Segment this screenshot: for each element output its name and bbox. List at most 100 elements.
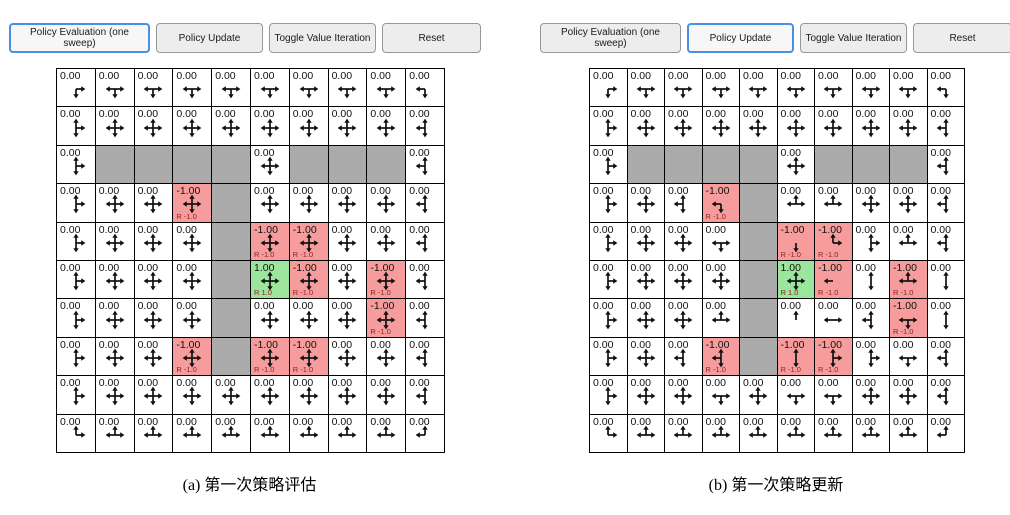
panel-a-cell-r0c5[interactable]: 0.00 <box>250 69 289 107</box>
panel-b-cell-r0c6[interactable]: 0.00 <box>815 69 852 107</box>
panel-a-cell-r5c0[interactable]: 0.00 <box>57 261 95 299</box>
panel-b-cell-r7c8[interactable]: 0.00 <box>890 337 927 376</box>
panel-a-cell-r8c5[interactable]: 0.00 <box>250 376 289 414</box>
panel-a-cell-r2c9[interactable]: 0.00 <box>406 145 444 184</box>
panel-b-cell-r9c2[interactable]: 0.00 <box>665 414 702 452</box>
panel-b-cell-r6c4-wall[interactable] <box>740 299 777 337</box>
panel-b-cell-r3c2[interactable]: 0.00 <box>665 184 702 222</box>
panel-b-cell-r6c0[interactable]: 0.00 <box>590 299 627 337</box>
panel-b-cell-r9c9[interactable]: 0.00 <box>927 414 964 452</box>
panel-b-cell-r8c8[interactable]: 0.00 <box>890 376 927 414</box>
panel-a-cell-r7c0[interactable]: 0.00 <box>57 337 95 376</box>
panel-a-cell-r6c4-wall[interactable] <box>212 299 250 337</box>
panel-b-cell-r3c8[interactable]: 0.00 <box>890 184 927 222</box>
panel-b-cell-r6c8[interactable]: -1.00 R -1.0 <box>890 299 927 337</box>
panel-b-cell-r0c8[interactable]: 0.00 <box>890 69 927 107</box>
panel-a-cell-r9c0[interactable]: 0.00 <box>57 414 95 452</box>
panel-b-cell-r7c0[interactable]: 0.00 <box>590 337 627 376</box>
panel-b-cell-r9c8[interactable]: 0.00 <box>890 414 927 452</box>
panel-a-cell-r7c1[interactable]: 0.00 <box>95 337 134 376</box>
panel-b-cell-r2c9[interactable]: 0.00 <box>927 145 964 184</box>
panel-a-cell-r3c7[interactable]: 0.00 <box>328 184 367 222</box>
panel-a-cell-r0c8[interactable]: 0.00 <box>367 69 406 107</box>
panel-b-cell-r2c6-wall[interactable] <box>815 145 852 184</box>
panel-a-policy-update-button[interactable]: Policy Update <box>156 23 263 53</box>
panel-b-cell-r3c0[interactable]: 0.00 <box>590 184 627 222</box>
panel-b-cell-r2c4-wall[interactable] <box>740 145 777 184</box>
panel-b-cell-r5c8[interactable]: -1.00 R -1.0 <box>890 261 927 299</box>
panel-a-cell-r7c2[interactable]: 0.00 <box>134 337 173 376</box>
panel-a-cell-r5c2[interactable]: 0.00 <box>134 261 173 299</box>
panel-b-cell-r3c7[interactable]: 0.00 <box>852 184 889 222</box>
panel-a-toggle-value-iteration-button[interactable]: Toggle Value Iteration <box>269 23 376 53</box>
panel-b-cell-r2c5[interactable]: 0.00 <box>777 145 814 184</box>
panel-a-cell-r9c9[interactable]: 0.00 <box>406 414 444 452</box>
panel-b-cell-r5c9[interactable]: 0.00 <box>927 261 964 299</box>
panel-b-cell-r7c2[interactable]: 0.00 <box>665 337 702 376</box>
panel-a-cell-r2c0[interactable]: 0.00 <box>57 145 95 184</box>
panel-a-cell-r3c3[interactable]: -1.00 R -1.0 <box>173 184 212 222</box>
panel-a-cell-r4c2[interactable]: 0.00 <box>134 222 173 260</box>
panel-a-cell-r9c8[interactable]: 0.00 <box>367 414 406 452</box>
panel-b-cell-r6c2[interactable]: 0.00 <box>665 299 702 337</box>
panel-b-policy-update-button[interactable]: Policy Update <box>687 23 794 53</box>
panel-b-cell-r6c1[interactable]: 0.00 <box>627 299 664 337</box>
panel-b-cell-r0c9[interactable]: 0.00 <box>927 69 964 107</box>
panel-b-cell-r3c4-wall[interactable] <box>740 184 777 222</box>
panel-b-cell-r0c4[interactable]: 0.00 <box>740 69 777 107</box>
panel-b-cell-r9c5[interactable]: 0.00 <box>777 414 814 452</box>
panel-a-cell-r2c5[interactable]: 0.00 <box>250 145 289 184</box>
panel-b-cell-r2c7-wall[interactable] <box>852 145 889 184</box>
panel-a-cell-r6c1[interactable]: 0.00 <box>95 299 134 337</box>
panel-a-cell-r8c7[interactable]: 0.00 <box>328 376 367 414</box>
panel-b-cell-r9c3[interactable]: 0.00 <box>702 414 739 452</box>
panel-b-cell-r7c6[interactable]: -1.00 R -1.0 <box>815 337 852 376</box>
panel-a-cell-r2c1-wall[interactable] <box>95 145 134 184</box>
panel-b-cell-r6c7[interactable]: 0.00 <box>852 299 889 337</box>
panel-a-cell-r4c3[interactable]: 0.00 <box>173 222 212 260</box>
panel-b-cell-r4c6[interactable]: -1.00 R -1.0 <box>815 222 852 260</box>
panel-a-cell-r0c0[interactable]: 0.00 <box>57 69 95 107</box>
panel-a-cell-r4c5[interactable]: -1.00 R -1.0 <box>250 222 289 260</box>
panel-a-cell-r5c3[interactable]: 0.00 <box>173 261 212 299</box>
panel-b-cell-r3c3[interactable]: -1.00 R -1.0 <box>702 184 739 222</box>
panel-a-cell-r5c6[interactable]: -1.00 R -1.0 <box>289 261 328 299</box>
panel-b-cell-r4c3[interactable]: 0.00 <box>702 222 739 260</box>
panel-a-cell-r6c7[interactable]: 0.00 <box>328 299 367 337</box>
panel-b-cell-r1c1[interactable]: 0.00 <box>627 107 664 145</box>
panel-a-cell-r1c5[interactable]: 0.00 <box>250 107 289 145</box>
panel-a-cell-r4c1[interactable]: 0.00 <box>95 222 134 260</box>
panel-b-cell-r9c6[interactable]: 0.00 <box>815 414 852 452</box>
panel-b-cell-r3c1[interactable]: 0.00 <box>627 184 664 222</box>
panel-a-cell-r6c3[interactable]: 0.00 <box>173 299 212 337</box>
panel-b-cell-r8c4[interactable]: 0.00 <box>740 376 777 414</box>
panel-a-cell-r6c9[interactable]: 0.00 <box>406 299 444 337</box>
panel-a-cell-r5c9[interactable]: 0.00 <box>406 261 444 299</box>
panel-b-cell-r4c8[interactable]: 0.00 <box>890 222 927 260</box>
panel-b-cell-r3c5[interactable]: 0.00 <box>777 184 814 222</box>
panel-a-cell-r4c6[interactable]: -1.00 R -1.0 <box>289 222 328 260</box>
panel-a-cell-r9c2[interactable]: 0.00 <box>134 414 173 452</box>
panel-b-cell-r2c1-wall[interactable] <box>627 145 664 184</box>
panel-a-cell-r7c7[interactable]: 0.00 <box>328 337 367 376</box>
panel-a-cell-r3c9[interactable]: 0.00 <box>406 184 444 222</box>
panel-b-cell-r5c4-wall[interactable] <box>740 261 777 299</box>
panel-b-cell-r1c5[interactable]: 0.00 <box>777 107 814 145</box>
panel-a-cell-r6c2[interactable]: 0.00 <box>134 299 173 337</box>
panel-a-cell-r2c7-wall[interactable] <box>328 145 367 184</box>
panel-a-cell-r2c4-wall[interactable] <box>212 145 250 184</box>
panel-b-cell-r7c9[interactable]: 0.00 <box>927 337 964 376</box>
panel-b-cell-r1c0[interactable]: 0.00 <box>590 107 627 145</box>
panel-a-cell-r6c5[interactable]: 0.00 <box>250 299 289 337</box>
panel-b-cell-r4c1[interactable]: 0.00 <box>627 222 664 260</box>
panel-a-cell-r6c0[interactable]: 0.00 <box>57 299 95 337</box>
panel-a-cell-r3c4-wall[interactable] <box>212 184 250 222</box>
panel-a-cell-r7c6[interactable]: -1.00 R -1.0 <box>289 337 328 376</box>
panel-b-cell-r7c5[interactable]: -1.00 R -1.0 <box>777 337 814 376</box>
panel-a-cell-r4c7[interactable]: 0.00 <box>328 222 367 260</box>
panel-a-cell-r3c5[interactable]: 0.00 <box>250 184 289 222</box>
panel-b-cell-r4c7[interactable]: 0.00 <box>852 222 889 260</box>
panel-a-cell-r2c3-wall[interactable] <box>173 145 212 184</box>
panel-a-cell-r8c8[interactable]: 0.00 <box>367 376 406 414</box>
panel-b-cell-r5c1[interactable]: 0.00 <box>627 261 664 299</box>
